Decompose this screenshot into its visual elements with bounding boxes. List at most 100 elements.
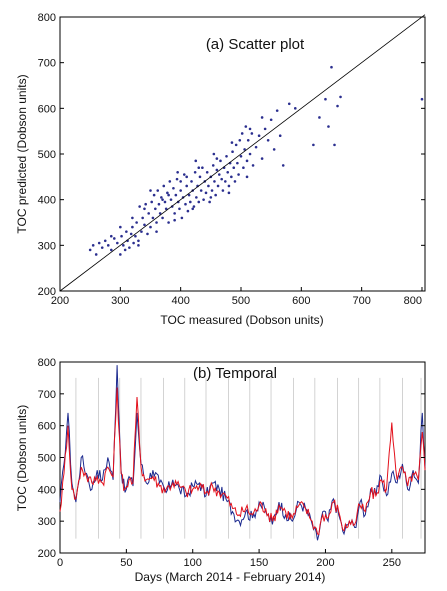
scatter-point <box>123 248 127 252</box>
scatter-point <box>278 134 282 138</box>
x-tick-label: 500 <box>232 295 250 307</box>
scatter-point <box>161 198 164 201</box>
scatter-point <box>266 139 270 142</box>
scatter-point <box>287 102 291 106</box>
scatter-point <box>232 166 236 169</box>
scatter-point <box>275 109 279 112</box>
scatter-point <box>131 216 134 220</box>
y-tick-label: 600 <box>38 421 56 433</box>
scatter-point <box>227 184 231 188</box>
scatter-point <box>137 239 140 243</box>
scatter-point <box>245 175 249 179</box>
scatter-point <box>209 196 213 199</box>
scatter-point <box>231 150 234 154</box>
temporal-y-ticks: 200 300 400 500 600 700 800 <box>38 357 425 560</box>
scatter-point <box>97 241 101 245</box>
scatter-point <box>141 216 144 220</box>
scatter-point <box>179 180 182 183</box>
scatter-point <box>178 207 181 211</box>
scatter-point <box>128 246 131 249</box>
scatter-point <box>333 143 336 147</box>
scatter-point <box>248 127 252 131</box>
y-tick-label: 400 <box>38 484 56 496</box>
temporal-y-axis-label: TOC (Dobson units) <box>15 405 29 511</box>
scatter-point <box>149 189 152 192</box>
scatter-point <box>336 104 339 108</box>
scatter-point <box>157 202 161 206</box>
scatter-point <box>225 154 228 158</box>
scatter-point <box>227 191 231 195</box>
scatter-point <box>131 225 134 229</box>
scatter-x-axis-label: TOC measured (Dobson units) <box>160 313 323 327</box>
scatter-point <box>230 175 233 179</box>
y-tick-label: 700 <box>38 58 56 70</box>
scatter-point <box>182 173 186 176</box>
scatter-point <box>210 189 214 192</box>
scatter-point <box>160 196 163 199</box>
scatter-point <box>243 148 246 151</box>
scatter-point <box>230 141 234 144</box>
scatter-point <box>220 177 223 181</box>
scatter-x-ticks: 200 300 400 500 600 700 800 <box>51 287 423 307</box>
scatter-point <box>158 212 162 215</box>
x-tick-label: 0 <box>57 557 63 569</box>
y-tick-label: 300 <box>38 240 56 252</box>
scatter-point <box>125 230 128 233</box>
scatter-point <box>208 200 211 204</box>
scatter-point <box>189 200 192 204</box>
scatter-point <box>420 97 424 101</box>
scatter-point <box>272 148 276 151</box>
scatter-point <box>191 207 195 211</box>
y-tick-label: 600 <box>38 103 56 115</box>
scatter-point <box>109 234 113 238</box>
scatter-point <box>240 132 244 135</box>
scatter-point <box>129 232 133 236</box>
scatter-point <box>219 159 222 163</box>
y-tick-label: 500 <box>38 149 56 161</box>
scatter-point <box>246 139 250 142</box>
y-tick-label: 400 <box>38 195 56 207</box>
scatter-point <box>143 223 146 227</box>
scatter-point <box>212 152 216 156</box>
scatter-point <box>156 189 160 192</box>
scatter-points <box>88 65 424 256</box>
scatter-point <box>132 241 135 245</box>
scatter-point <box>330 65 333 69</box>
temporal-x-ticks: 0 50 100 150 200 250 <box>57 549 401 569</box>
scatter-point <box>149 225 152 229</box>
scatter-point <box>254 145 258 149</box>
scatter-point <box>173 218 176 222</box>
scatter-point <box>154 207 157 211</box>
scatter-point <box>168 180 172 183</box>
scatter-point <box>281 164 285 167</box>
scatter-point <box>198 175 202 179</box>
y-tick-label: 200 <box>38 286 56 298</box>
scatter-point <box>119 225 122 229</box>
scatter-point <box>234 143 238 147</box>
scatter-point <box>197 166 201 169</box>
scatter-point <box>239 154 243 158</box>
scatter-point <box>318 116 321 119</box>
scatter-point <box>122 244 125 247</box>
scatter-point <box>120 234 123 238</box>
series-line-measured <box>59 365 426 541</box>
scatter-point <box>161 216 164 220</box>
scatter-point <box>169 198 173 201</box>
scatter-point <box>134 234 137 238</box>
scatter-point <box>236 161 239 165</box>
scatter-title: (a) Scatter plot <box>206 36 305 53</box>
scatter-point <box>263 127 267 131</box>
scatter-point <box>155 221 158 224</box>
y-tick-label: 300 <box>38 516 56 528</box>
scatter-point <box>207 184 210 188</box>
scatter-point <box>185 184 188 188</box>
scatter-point <box>248 152 252 156</box>
scatter-point <box>257 134 261 138</box>
x-tick-label: 200 <box>316 557 334 569</box>
scatter-y-ticks: 200 300 400 500 600 700 800 <box>38 12 425 298</box>
scatter-point <box>194 159 198 163</box>
y-tick-label: 500 <box>38 453 56 465</box>
scatter-point <box>109 248 113 252</box>
